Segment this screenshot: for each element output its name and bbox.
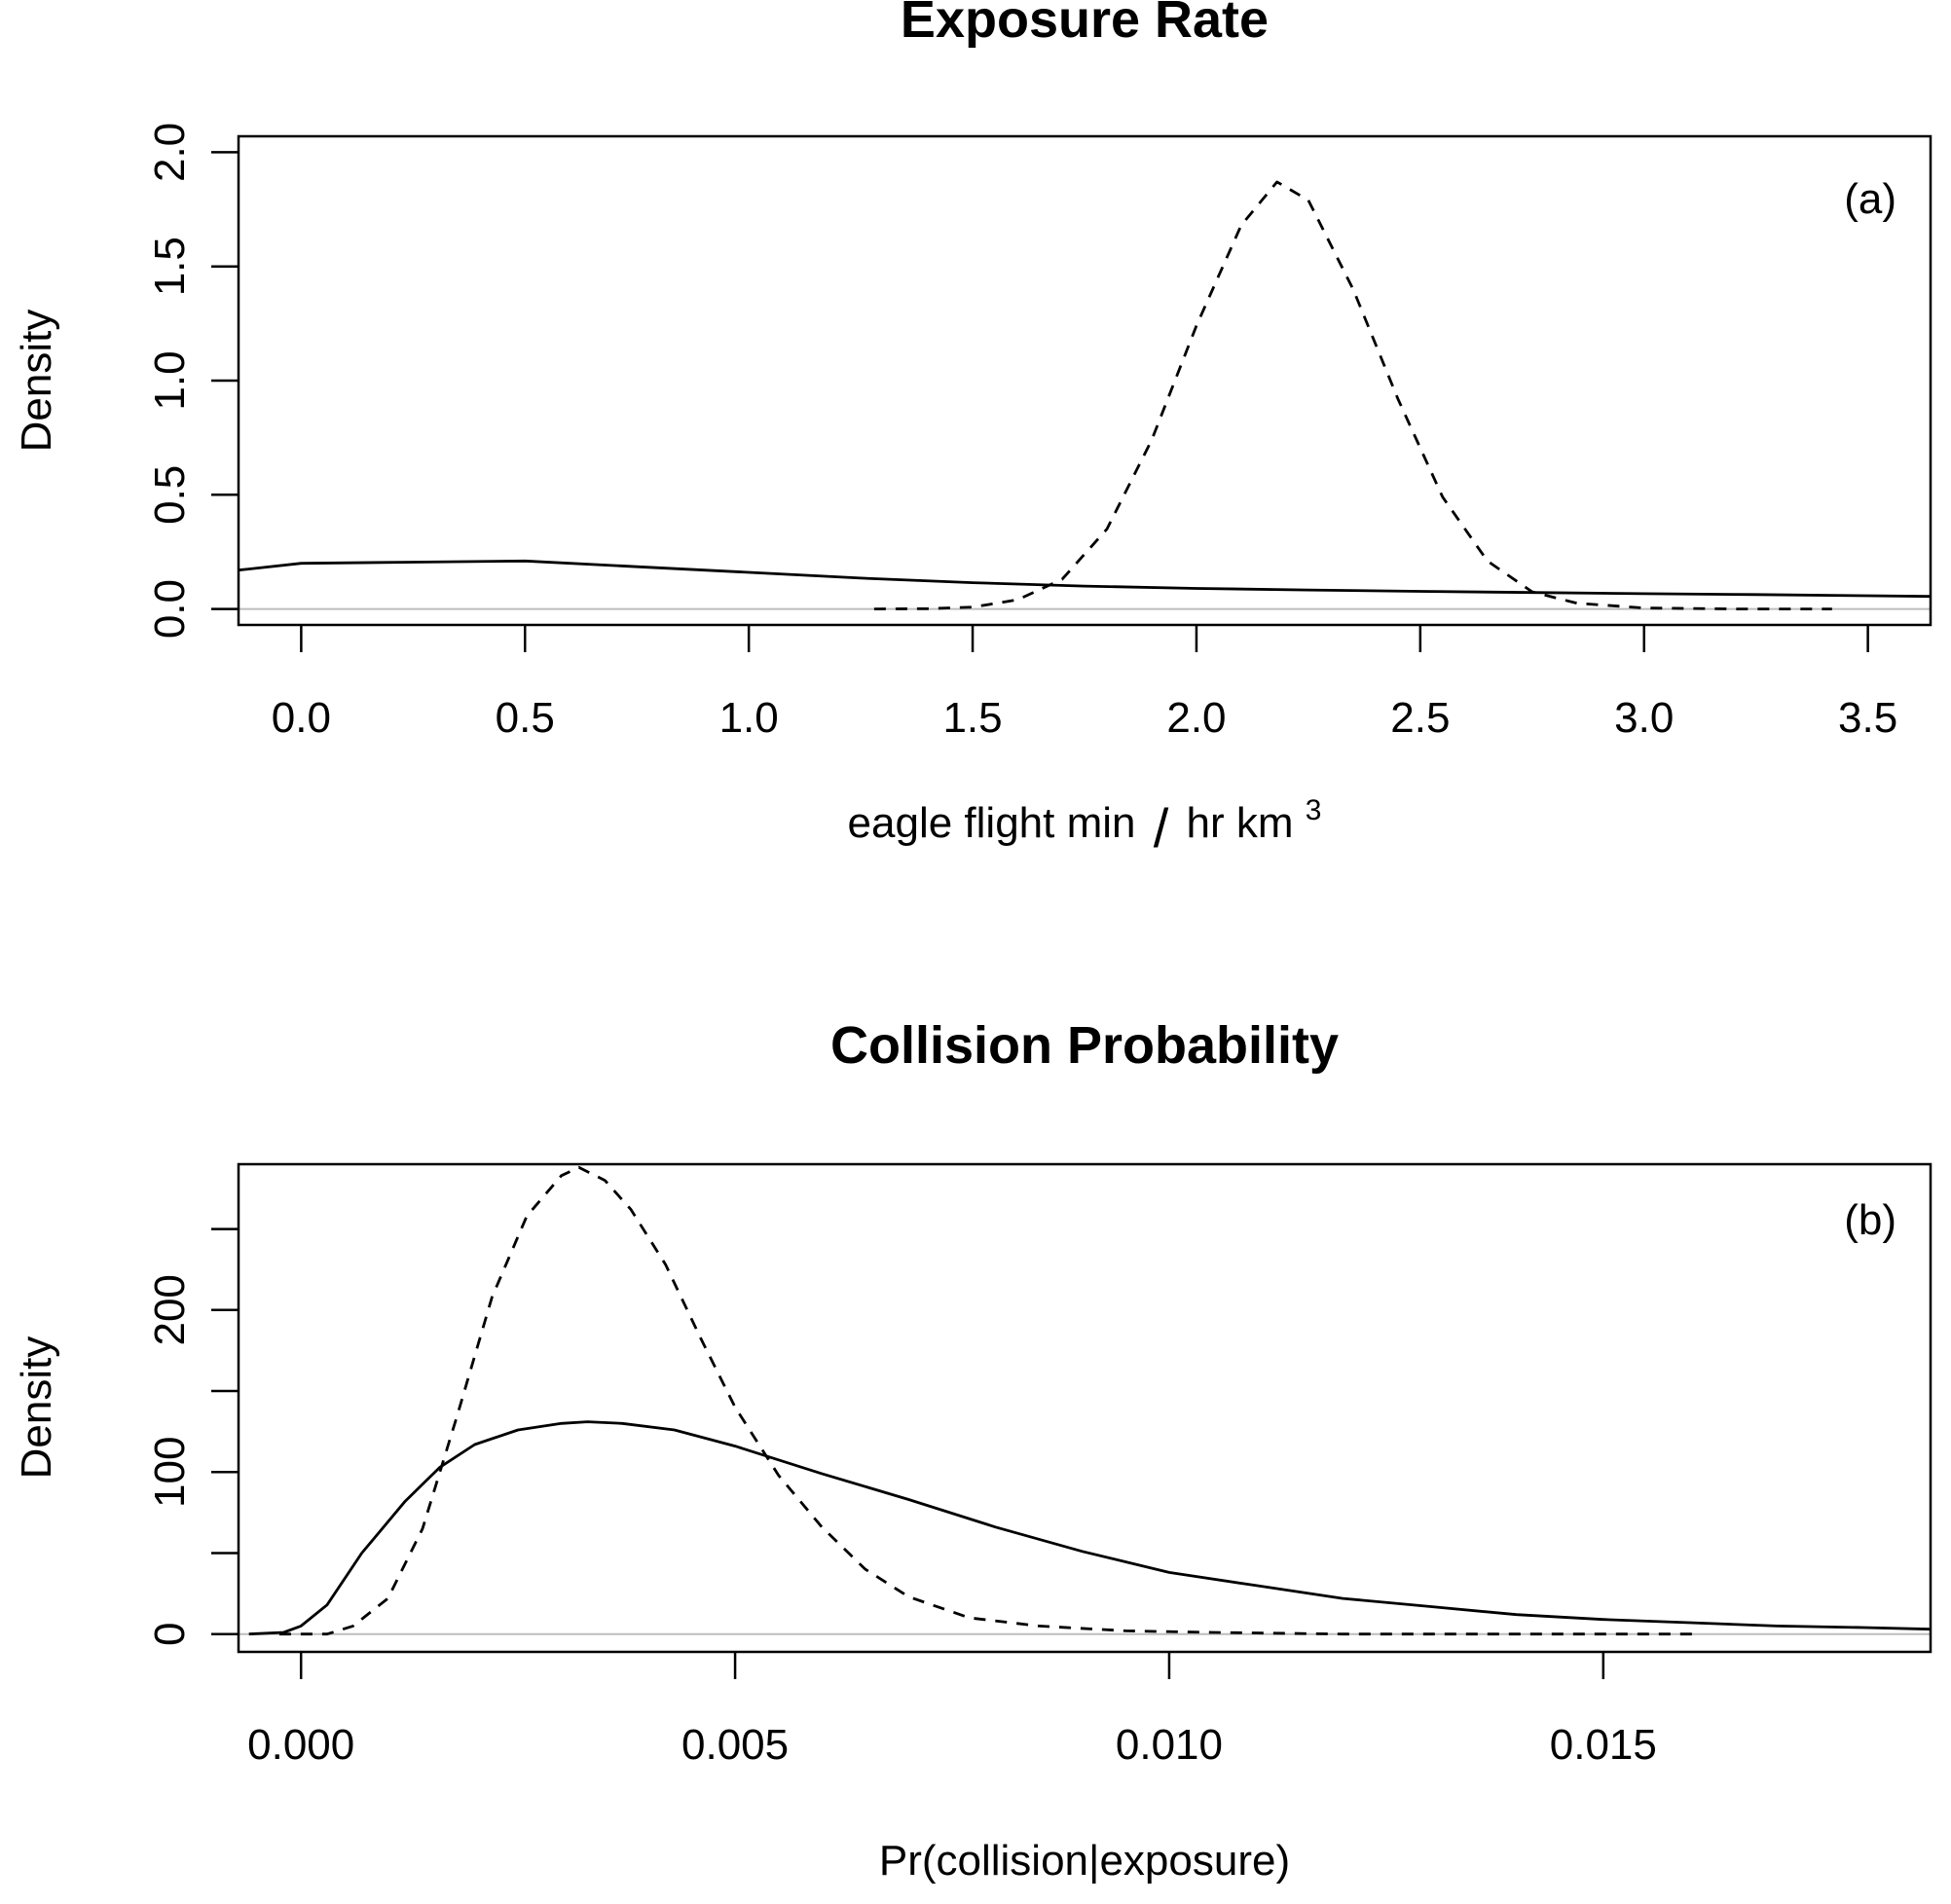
x-axis-label: Pr(collision|exposure) [879, 1837, 1290, 1885]
y-tick-label: 2.0 [146, 123, 194, 182]
y-tick-label: 0 [146, 1622, 194, 1645]
dashed-density-line [873, 180, 1832, 610]
panel-exposure-rate: Exposure Rate 0.0 0.5 1.0 1.5 2.0 2.5 3.0 3.5 0.… [13, 0, 1933, 859]
plot-frame [237, 1162, 1933, 1654]
chart-title: Collision Probability [830, 1016, 1339, 1075]
y-axis-label: Density [13, 310, 60, 453]
x-tick-label: 0.5 [496, 694, 555, 742]
y-tick-label: 1.5 [146, 237, 194, 296]
y-tick-label: 200 [146, 1274, 194, 1345]
y-tick-label: 1.0 [146, 350, 194, 410]
x-tick-label: 3.0 [1614, 694, 1674, 742]
x-tick-label: 0.015 [1550, 1721, 1657, 1769]
y-tick-label: 0.0 [146, 579, 194, 639]
x-axis-label-main: eagle flight min [848, 799, 1136, 847]
solid-density-line [248, 1420, 1932, 1636]
x-tick-label: 3.5 [1838, 694, 1897, 742]
panel-tag: (b) [1844, 1196, 1896, 1244]
x-tick-label: 0.010 [1116, 1721, 1223, 1769]
y-axis-label: Density [13, 1336, 60, 1480]
x-tick-label: 1.5 [942, 694, 1002, 742]
x-tick-label: 0.000 [247, 1721, 354, 1769]
panel-collision-probability: Collision Probability 0.000 0.005 0.010 0.0… [13, 1016, 1933, 1885]
x-tick-label: 1.0 [719, 694, 779, 742]
x-tick-label: 0.005 [681, 1721, 789, 1769]
x-tick-label: 2.0 [1166, 694, 1226, 742]
y-tick-label: 0.5 [146, 465, 194, 525]
x-axis-label-superscript: 3 [1306, 794, 1322, 826]
chart-title: Exposure Rate [901, 0, 1269, 49]
plot-frame [237, 134, 1933, 627]
x-axis-label: eagle flight min / hr km 3 [848, 794, 1322, 859]
x-axis-label-slash: / [1154, 797, 1169, 859]
solid-density-line [238, 559, 1932, 599]
x-axis-label-unit: hr km [1187, 799, 1294, 847]
x-tick-label: 0.0 [272, 694, 331, 742]
panel-tag: (a) [1844, 175, 1896, 223]
x-tick-label: 2.5 [1390, 694, 1450, 742]
dashed-density-line [278, 1165, 1699, 1636]
y-tick-label: 100 [146, 1437, 194, 1508]
